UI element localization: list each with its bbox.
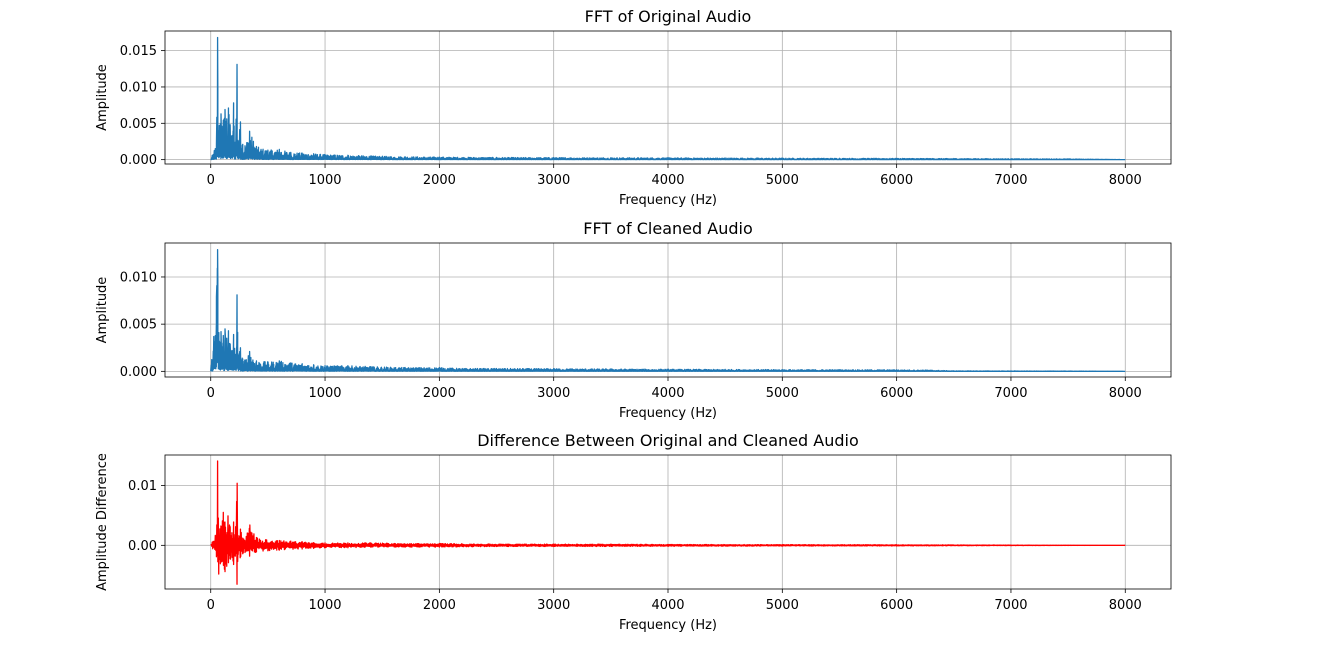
y-tick-label: 0.005	[120, 318, 157, 333]
series-line	[210, 36, 1126, 161]
x-tick-label: 7000	[994, 598, 1027, 613]
x-tick-label: 4000	[651, 386, 684, 401]
x-tick-label: 8000	[1109, 386, 1142, 401]
y-tick-label: 0.000	[120, 365, 157, 380]
x-tick-label: 6000	[880, 386, 913, 401]
x-tick-label: 2000	[423, 173, 456, 188]
subplot-2: 0 1000 2000 3000 4000 5000 6000 7000 8000 0.000 0.…	[95, 219, 1172, 421]
subplot-1: 0 1000 2000 3000 4000 5000 6000 7000 8000 0.000 0.…	[95, 7, 1172, 208]
x-tick-label: 3000	[537, 598, 570, 613]
x-tick-label: 2000	[423, 386, 456, 401]
y-axis-label: Amplitude	[95, 64, 110, 131]
y-tick-label: 0.000	[120, 153, 157, 168]
x-tick-label: 4000	[651, 173, 684, 188]
y-tick-label: 0.015	[120, 44, 157, 59]
y-tick-label: 0.005	[120, 117, 157, 132]
x-axis-label: Frequency (Hz)	[619, 193, 717, 208]
grid	[165, 31, 1171, 164]
x-tick-label: 5000	[766, 173, 799, 188]
chart-title: FFT of Cleaned Audio	[583, 219, 752, 238]
subplot-3: 0 1000 2000 3000 4000 5000 6000 7000 8000 0.00 0.0…	[95, 431, 1172, 633]
y-axis-label: Amplitude Difference	[95, 453, 110, 591]
x-tick-label: 1000	[308, 598, 341, 613]
x-axis-label: Frequency (Hz)	[619, 618, 717, 633]
x-tick-label: 0	[207, 386, 215, 401]
y-tick-label: 0.010	[120, 80, 157, 95]
x-tick-label: 0	[207, 598, 215, 613]
y-axis-label: Amplitude	[95, 277, 110, 344]
x-tick-label: 8000	[1109, 598, 1142, 613]
y-tick-label: 0.010	[120, 270, 157, 285]
series-line	[210, 248, 1126, 372]
x-tick-label: 0	[207, 173, 215, 188]
x-tick-label: 6000	[880, 173, 913, 188]
grid	[165, 455, 1171, 589]
x-tick-label: 6000	[880, 598, 913, 613]
x-tick-label: 1000	[308, 386, 341, 401]
x-tick-label: 7000	[994, 386, 1027, 401]
x-tick-label: 3000	[537, 386, 570, 401]
grid	[165, 243, 1171, 377]
x-tick-label: 3000	[537, 173, 570, 188]
chart-title: FFT of Original Audio	[585, 7, 752, 26]
chart-title: Difference Between Original and Cleaned …	[477, 431, 859, 450]
series-line	[210, 460, 1126, 585]
x-tick-label: 8000	[1109, 173, 1142, 188]
y-tick-label: 0.00	[128, 539, 157, 554]
y-tick-label: 0.01	[128, 479, 157, 494]
x-tick-label: 7000	[994, 173, 1027, 188]
x-tick-label: 5000	[766, 386, 799, 401]
x-tick-label: 4000	[651, 598, 684, 613]
x-tick-label: 2000	[423, 598, 456, 613]
x-axis-label: Frequency (Hz)	[619, 406, 717, 421]
x-tick-label: 5000	[766, 598, 799, 613]
x-tick-label: 1000	[308, 173, 341, 188]
